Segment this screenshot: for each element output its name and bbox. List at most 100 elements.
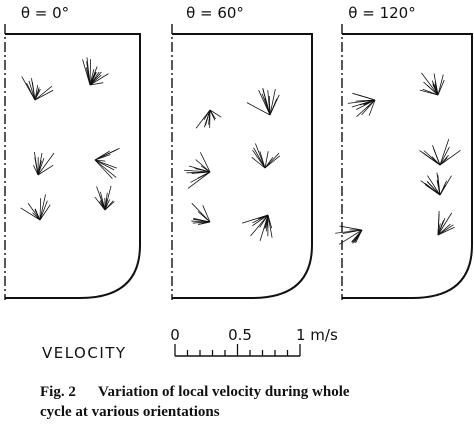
velocity-vector <box>28 80 36 101</box>
velocity-vector <box>20 207 41 221</box>
velocity-vector <box>419 89 439 96</box>
velocity-vector <box>200 152 211 173</box>
velocity-vector <box>436 172 441 196</box>
velocity-vector <box>335 229 363 234</box>
velocity-vector <box>356 99 376 110</box>
velocity-vector <box>33 151 39 176</box>
velocity-vector <box>197 171 211 179</box>
caption-text: Variation of local velocity during whole <box>98 384 350 400</box>
velocity-vector <box>187 171 211 189</box>
velocity-vector <box>423 81 439 96</box>
velocity-vector <box>205 109 211 126</box>
caption-text: cycle at various orientations <box>40 404 220 420</box>
velocity-vector <box>439 139 450 166</box>
velocity-vector <box>433 83 439 96</box>
velocity-vector <box>355 99 376 102</box>
velocity-vector <box>197 221 211 225</box>
velocity-vector <box>94 159 106 162</box>
velocity-vector <box>191 202 211 223</box>
velocity-vector <box>432 145 441 166</box>
velocity-vector <box>264 155 281 169</box>
panel-title: θ = 60° <box>186 4 244 22</box>
velocity-vector <box>37 164 54 176</box>
scale-tick-label: 1 m/s <box>296 326 338 344</box>
velocity-vector <box>427 175 441 196</box>
velocity-vector <box>184 169 211 173</box>
velocity-vector <box>34 89 54 101</box>
velocity-vector <box>202 205 211 223</box>
caption-number: Fig. 2 <box>40 384 76 400</box>
velocity-vector <box>89 59 91 86</box>
velocity-vector <box>264 153 280 169</box>
velocity-vector <box>194 168 211 173</box>
velocity-vector <box>251 157 266 169</box>
velocity-vector <box>37 152 55 176</box>
velocity-vector <box>94 159 117 178</box>
velocity-vector <box>253 147 266 169</box>
velocity-vector <box>259 214 269 241</box>
velocity-vector <box>89 73 109 86</box>
velocity-vector <box>269 98 278 116</box>
velocity-vector <box>368 99 376 116</box>
velocity-vector <box>421 72 439 96</box>
velocity-vector <box>27 203 41 221</box>
velocity-vector <box>89 71 102 86</box>
scale-tick-label: 0.5 <box>228 326 252 344</box>
velocity-vector <box>437 213 440 236</box>
vessel-outline <box>172 33 313 299</box>
velocity-vector <box>21 76 36 101</box>
velocity-vector <box>34 208 41 221</box>
velocity-vector <box>89 82 104 86</box>
velocity-vector <box>264 151 269 169</box>
velocity-vector <box>267 214 273 238</box>
velocity-vector <box>259 151 266 169</box>
velocity-vector <box>439 184 446 196</box>
velocity-vector <box>89 72 97 86</box>
velocity-vector <box>419 150 441 166</box>
velocity-vector <box>39 200 48 221</box>
velocity-vector <box>94 159 117 169</box>
panel-title: θ = 120° <box>348 4 415 22</box>
velocity-vector <box>246 102 271 116</box>
velocity-vector <box>94 159 113 179</box>
vessel-outline <box>342 33 473 299</box>
velocity-vector <box>338 229 363 245</box>
velocity-vector <box>100 200 106 211</box>
velocity-vector <box>82 59 91 86</box>
velocity-vector <box>104 199 110 211</box>
vessel-outline <box>5 33 141 299</box>
velocity-vector <box>34 87 40 101</box>
velocity-vector <box>39 198 42 221</box>
velocity-vector <box>339 225 363 231</box>
velocity-vector <box>439 146 450 166</box>
velocity-vector <box>265 214 269 228</box>
velocity-vector <box>192 221 211 224</box>
velocity-vector <box>94 147 120 161</box>
velocity-vector <box>242 214 269 224</box>
scale-tick-label: 0 <box>170 326 180 344</box>
velocity-vector <box>269 88 276 116</box>
velocity-vector <box>439 157 448 166</box>
velocity-vector <box>39 204 51 221</box>
velocity-vector <box>31 78 36 101</box>
velocity-vector <box>420 180 441 196</box>
velocity-vector <box>209 109 216 120</box>
velocity-vector <box>193 218 211 223</box>
velocity-vector <box>366 99 376 109</box>
velocity-vector <box>33 164 39 176</box>
velocity-vector <box>252 214 269 224</box>
velocity-vector <box>351 229 363 243</box>
velocity-vector <box>39 194 46 221</box>
velocity-vector <box>86 61 91 86</box>
velocity-vector <box>357 94 376 101</box>
velocity-vector <box>34 85 53 101</box>
panel-title: θ = 0° <box>21 4 69 22</box>
velocity-vector <box>437 217 446 236</box>
velocity-vector <box>262 88 271 116</box>
velocity-vector <box>209 109 222 118</box>
velocity-vector <box>104 192 108 211</box>
velocity-vector <box>104 200 114 211</box>
velocity-vector <box>252 214 269 226</box>
velocity-vector <box>94 196 106 211</box>
